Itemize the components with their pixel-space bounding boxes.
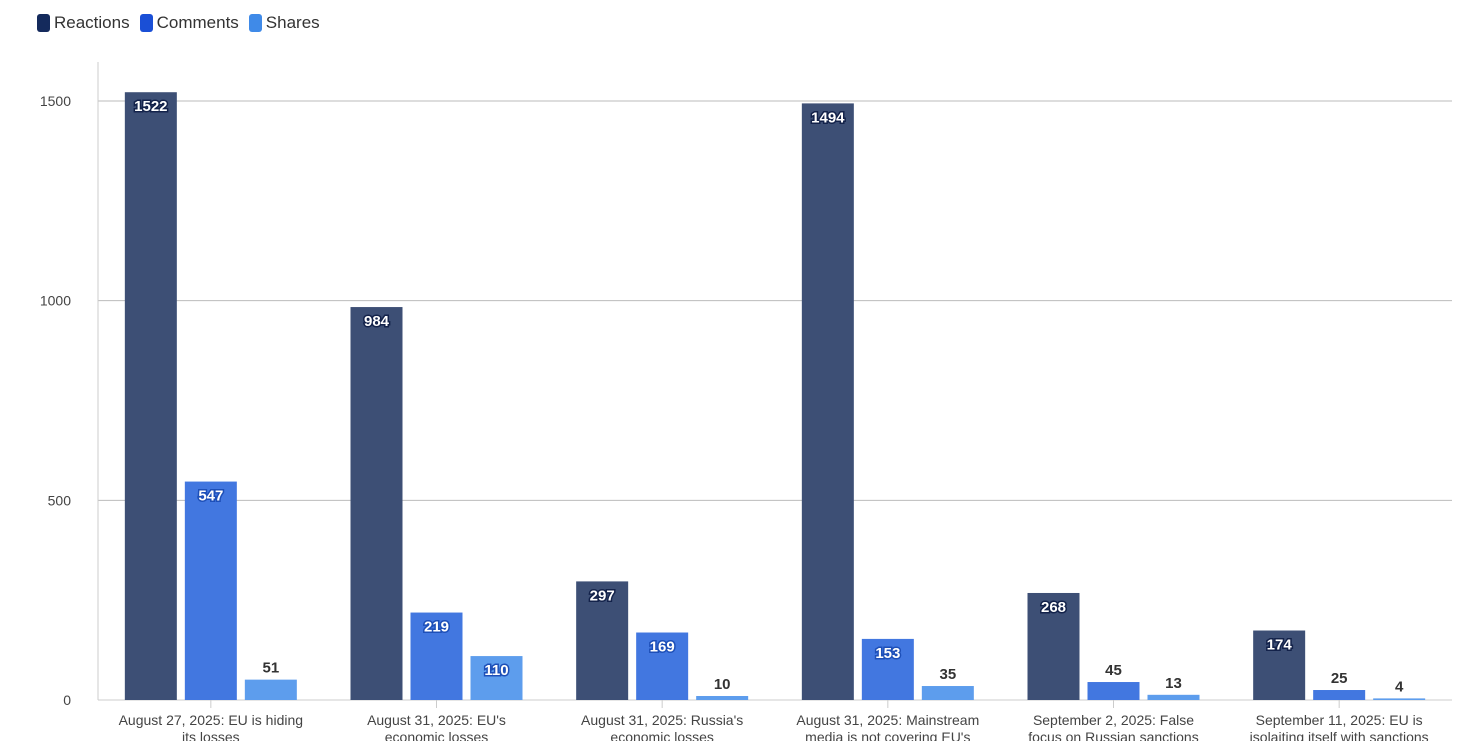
bar-comments xyxy=(184,481,237,700)
bar-reactions xyxy=(1027,592,1080,700)
x-tick-label: economic losses xyxy=(610,729,714,741)
legend-label-comments: Comments xyxy=(156,13,239,32)
data-label: 10 xyxy=(714,676,731,693)
bar-comments xyxy=(1087,682,1140,700)
bar-shares xyxy=(470,656,523,700)
y-tick-label: 0 xyxy=(63,692,71,708)
legend-item-shares[interactable]: Shares xyxy=(248,13,320,33)
bar-shares xyxy=(1373,698,1426,700)
bar-comments xyxy=(1313,690,1366,700)
y-tick-label: 500 xyxy=(48,492,72,508)
data-label: 219 xyxy=(424,619,449,636)
data-label: 110 xyxy=(484,662,508,679)
bar-reactions xyxy=(801,103,854,701)
bar-shares xyxy=(921,686,974,700)
legend-item-comments[interactable]: Comments xyxy=(139,13,239,33)
x-tick-label: focus on Russian sanctions xyxy=(1028,729,1198,741)
data-label: 268 xyxy=(1041,599,1066,616)
bar-reactions xyxy=(1253,630,1306,700)
x-tick-label: August 31, 2025: Mainstream xyxy=(796,712,979,728)
y-tick-label: 1500 xyxy=(40,93,71,109)
data-label: 547 xyxy=(198,488,223,505)
data-label: 169 xyxy=(650,639,675,656)
x-tick-label: August 31, 2025: Russia's xyxy=(581,712,743,728)
data-label: 153 xyxy=(875,645,900,662)
bar-shares xyxy=(244,679,297,700)
x-tick-label: August 31, 2025: EU's xyxy=(367,712,506,728)
data-label: 174 xyxy=(1267,637,1293,654)
data-label: 4 xyxy=(1395,678,1404,695)
data-label: 35 xyxy=(939,666,956,683)
y-tick-label: 1000 xyxy=(40,293,71,309)
data-label: 51 xyxy=(262,660,279,677)
x-tick-label: isolaiting itself with sanctions xyxy=(1250,729,1429,741)
legend-item-reactions[interactable]: Reactions xyxy=(37,13,130,33)
bar-shares xyxy=(696,696,749,700)
data-label: 1494 xyxy=(811,109,845,126)
x-tick-label: August 27, 2025: EU is hiding xyxy=(119,712,303,728)
bar-comments xyxy=(410,612,463,700)
x-tick-label: its losses xyxy=(182,729,240,741)
legend-swatch-shares xyxy=(248,14,262,32)
x-tick-label: September 2, 2025: False xyxy=(1033,712,1194,728)
x-tick-label: media is not covering EU's xyxy=(805,729,970,741)
legend-label-reactions: Reactions xyxy=(54,13,130,32)
legend-swatch-comments xyxy=(139,14,153,32)
data-label: 45 xyxy=(1105,662,1122,679)
bar-reactions xyxy=(124,92,177,701)
data-label: 984 xyxy=(364,313,390,330)
legend: Reactions Comments Shares xyxy=(37,13,320,33)
bar-reactions xyxy=(576,581,629,700)
data-label: 25 xyxy=(1331,670,1348,687)
legend-label-shares: Shares xyxy=(265,13,320,32)
bar-comments xyxy=(861,638,914,700)
legend-swatch-reactions xyxy=(37,14,50,32)
bar-reactions xyxy=(350,307,403,700)
data-label: 297 xyxy=(590,587,615,604)
bar-comments xyxy=(636,632,689,700)
bar-shares xyxy=(1147,694,1200,700)
data-label: 13 xyxy=(1165,675,1182,692)
x-tick-label: September 11, 2025: EU is xyxy=(1256,712,1423,728)
x-tick-label: economic losses xyxy=(385,729,489,741)
data-label: 1522 xyxy=(134,98,167,115)
